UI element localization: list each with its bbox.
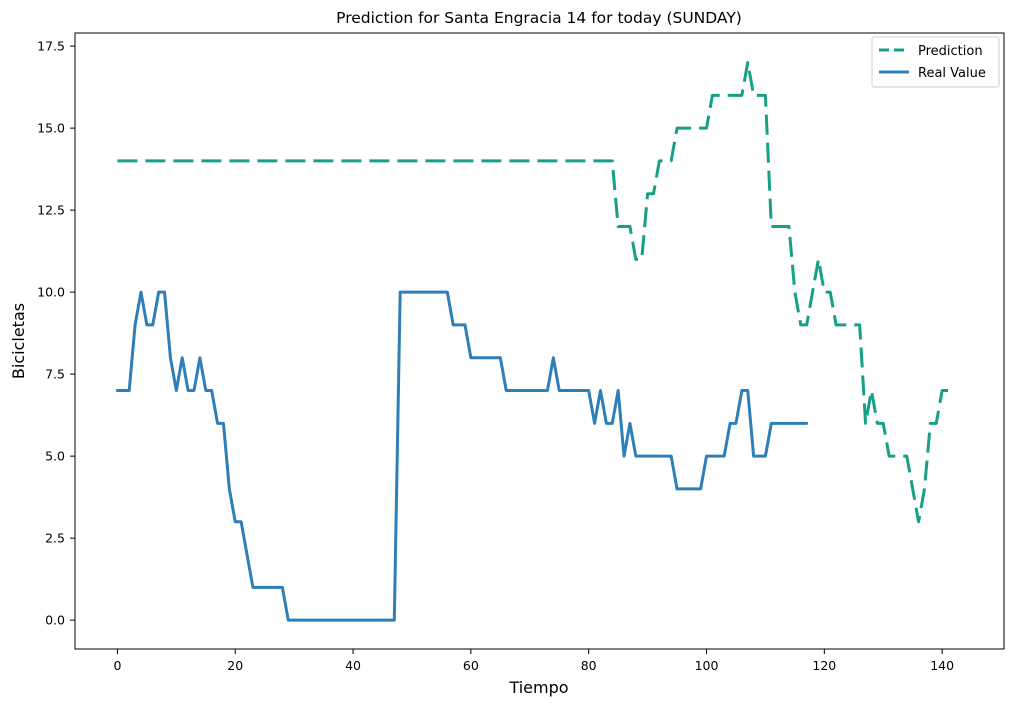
x-tick-label: 20 [227, 658, 243, 673]
x-tick-label: 80 [581, 658, 597, 673]
plot-area [74, 32, 1005, 650]
x-axis-label: Tiempo [508, 678, 568, 697]
x-tick-label: 120 [812, 658, 836, 673]
x-axis: 0 20 40 60 80 100 120 140 [113, 649, 954, 673]
x-tick-label: 60 [463, 658, 479, 673]
series-line-real-value [115, 290, 809, 622]
x-tick-label: 140 [930, 658, 954, 673]
y-tick-label: 0.0 [45, 613, 65, 628]
series-layer [115, 61, 949, 622]
y-tick-label: 2.5 [45, 531, 65, 546]
x-tick-label: 100 [695, 658, 719, 673]
chart-title: Prediction for Santa Engracia 14 for tod… [336, 9, 742, 27]
y-tick-label: 12.5 [37, 203, 65, 218]
y-tick-label: 15.0 [37, 121, 65, 136]
y-axis-label: Bicicletas [9, 303, 28, 379]
legend: Prediction Real Value [871, 36, 1000, 88]
y-axis: 0.0 2.5 5.0 7.5 10.0 12.5 15.0 17.5 [37, 39, 75, 628]
y-tick-label: 7.5 [45, 367, 65, 382]
y-tick-label: 5.0 [45, 449, 65, 464]
series-line-prediction [117, 61, 949, 524]
y-tick-label: 10.0 [37, 285, 65, 300]
y-tick-label: 17.5 [37, 39, 65, 54]
plot-frame [74, 32, 1005, 650]
x-tick-label: 40 [345, 658, 361, 673]
x-tick-label: 0 [113, 658, 121, 673]
legend-label-real-value: Real Value [918, 66, 986, 81]
legend-label-prediction: Prediction [918, 44, 983, 59]
